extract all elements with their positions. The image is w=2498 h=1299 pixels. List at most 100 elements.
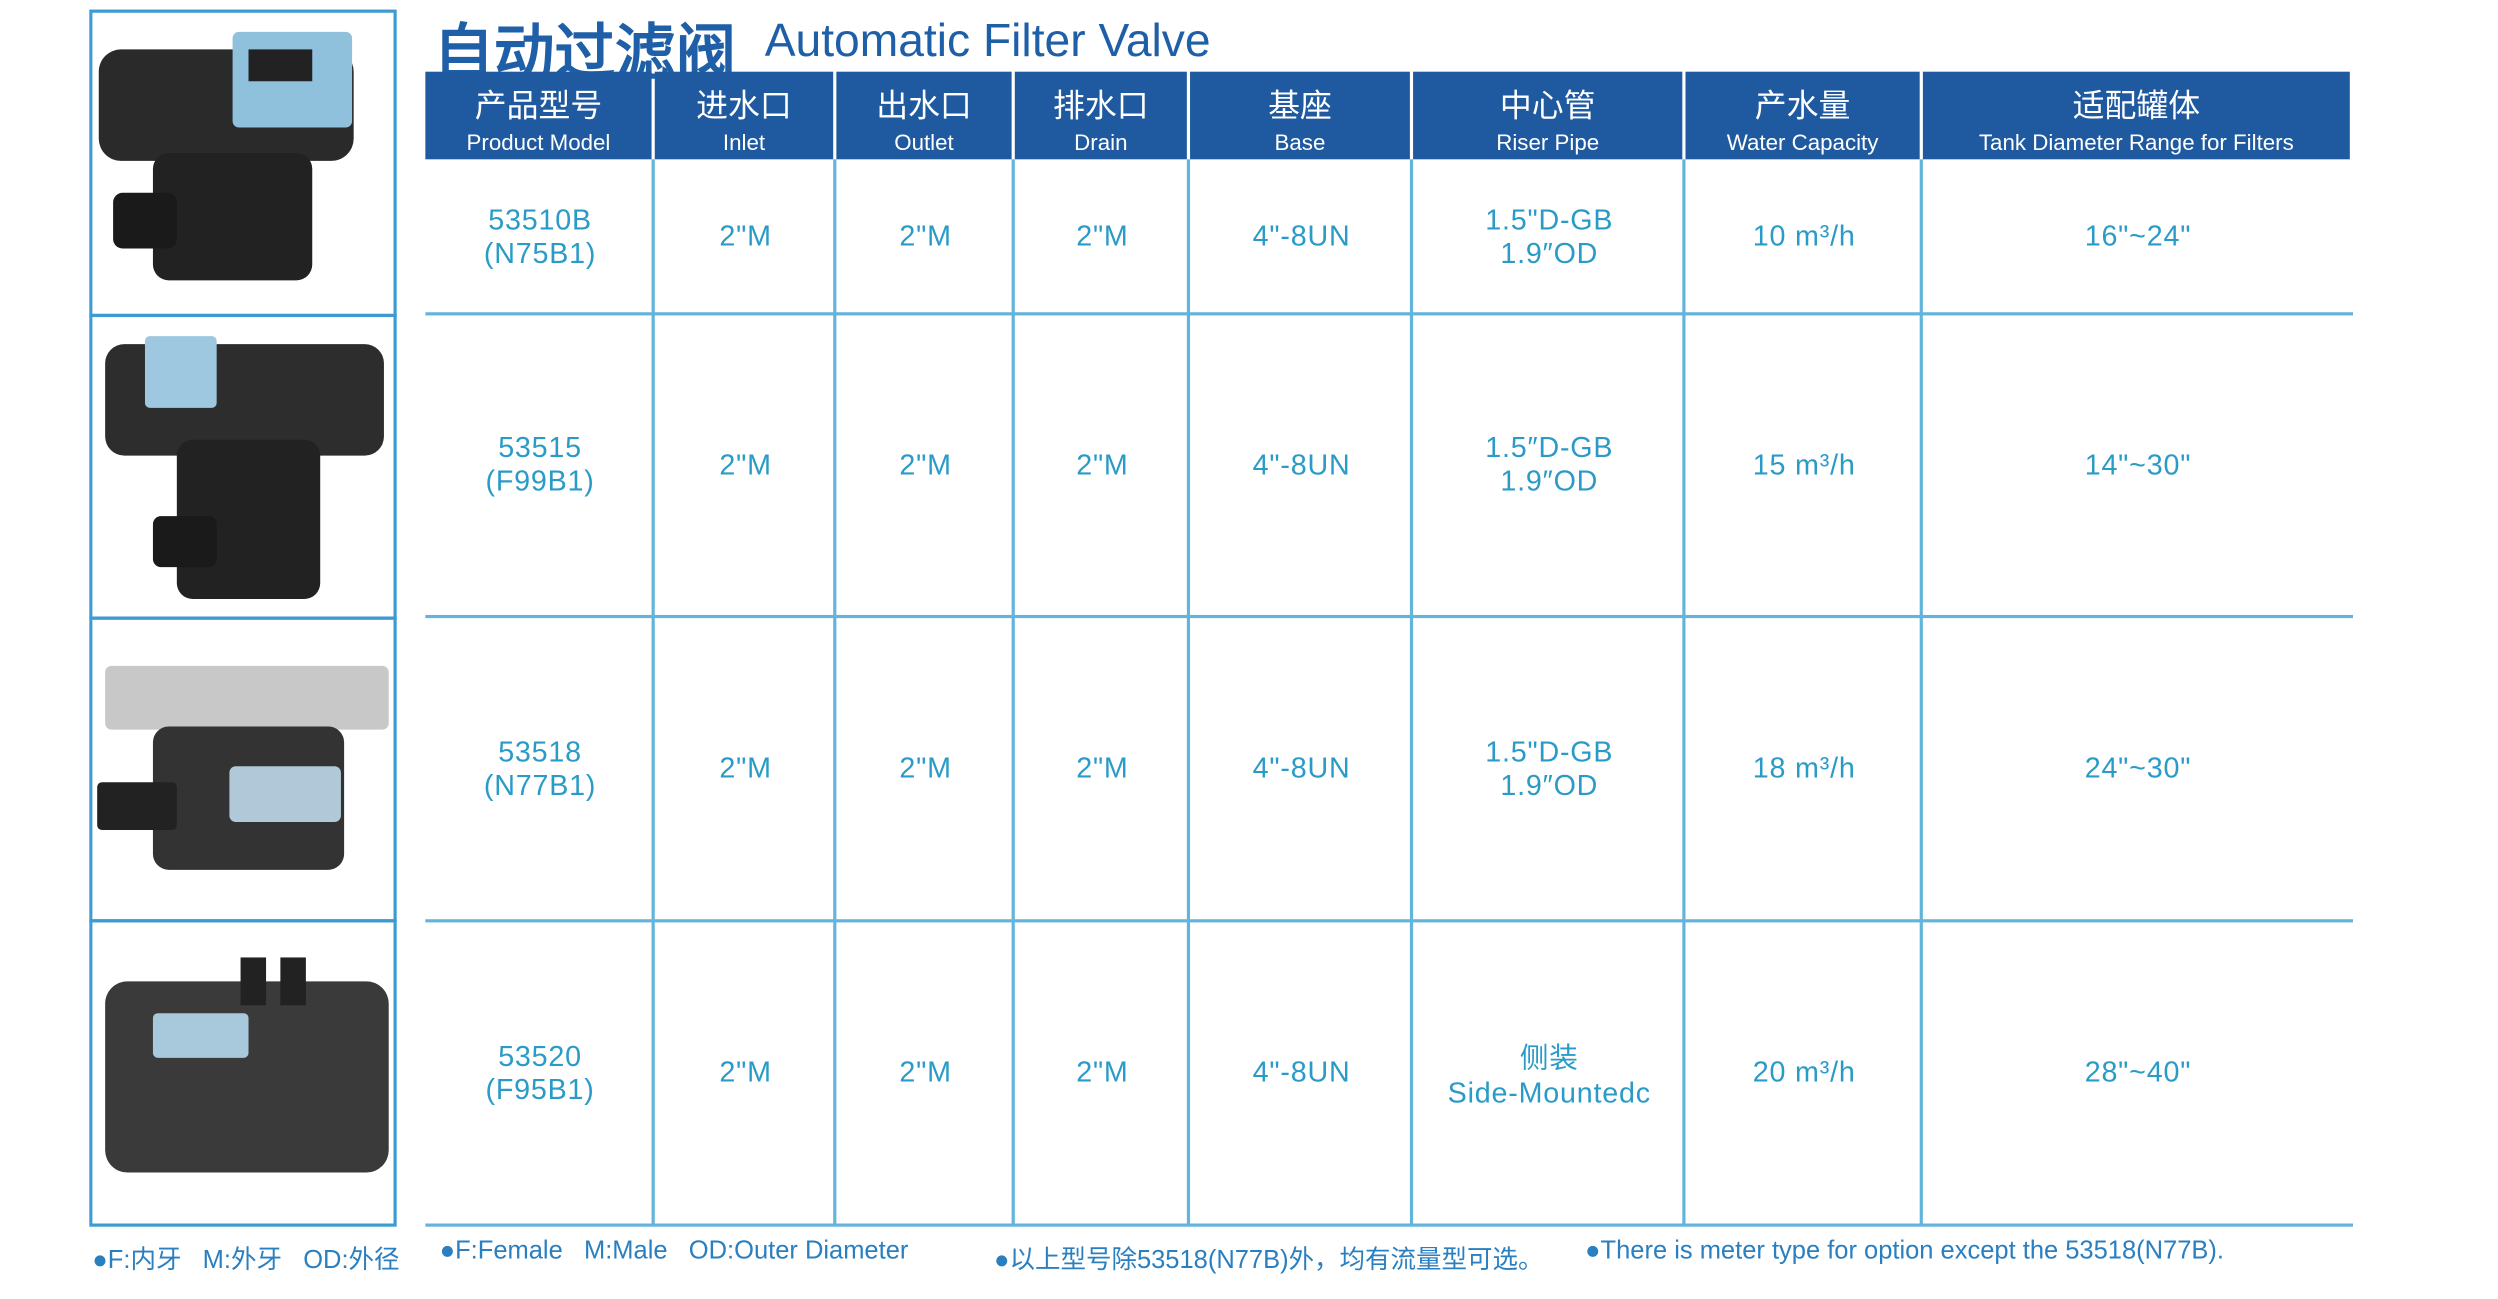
header-en: Product Model [466,129,611,155]
table-cell: 1.5″D-GB 1.9″OD [1413,314,1685,617]
header-en: Tank Diameter Range for Filters [1978,129,2294,155]
column-divider [1682,159,1686,1226]
table-cell: 侧装 Side-Mountedc [1413,921,1685,1225]
table-cell: 2"M [1015,617,1190,921]
cell-line: 2"M [899,448,952,481]
cell-line: 2"M [899,219,952,252]
header-cell: 适配罐体 Tank Diameter Range for Filters [1922,71,2350,160]
cell-line: 2"M [1076,1056,1129,1089]
cell-line: 20 m³/h [1752,1056,1856,1089]
table-cell: 2"M [655,159,837,314]
table-cell: 4"-8UN [1190,617,1413,921]
cell-line: 1.9″OD [1500,465,1599,498]
cell-line: 53510B [488,203,592,235]
column-divider [1919,159,1923,1226]
cell-line: 2"M [1076,448,1129,481]
header-zh: 适配罐体 [2072,89,2201,125]
cell-line: 4"-8UN [1252,1056,1351,1089]
cell-line: 2"M [899,1056,952,1089]
column-divider [1011,159,1015,1226]
row-divider [425,312,2354,316]
header-cell: 产品型号 Product Model [425,71,652,160]
cell-line: 2"M [719,751,772,784]
cell-line: 1.5"D-GB [1485,735,1614,768]
cell-line: 2"M [1076,219,1129,252]
cell-line: 53515 [498,431,582,464]
row-divider [425,1223,2354,1227]
cell-line: 4"-8UN [1252,751,1351,784]
cell-line: 2"M [719,219,772,252]
cell-line: 16"~24" [2084,219,2192,252]
product-photos [89,9,397,1227]
header-zh: 进水口 [696,89,792,125]
table-cell: 53518 (N77B1) [425,617,654,921]
header-cell: 排水口 Drain [1014,71,1187,160]
cell-line: 1.9″OD [1500,768,1599,801]
table-cell: 16"~24" [1923,159,2353,314]
table-cell: 1.5"D-GB 1.9″OD [1413,617,1685,921]
table-cell: 53510B (N75B1) [425,159,654,314]
header-en: Drain [1074,129,1128,155]
column-divider [833,159,837,1226]
table-cell: 2"M [1015,921,1190,1225]
table-cell: 14"~30" [1923,314,2353,617]
table-cell: 20 m³/h [1685,921,1922,1225]
cell-line: 1.9″OD [1500,236,1599,269]
table-cell: 2"M [655,314,837,617]
header-zh: 排水口 [1053,89,1149,125]
footnote: F:Female M:Male OD:Outer Diameter [440,1238,908,1267]
cell-line: 2"M [719,448,772,481]
header-zh: 中心管 [1499,89,1596,125]
cell-line: 15 m³/h [1752,448,1856,481]
header-cell: 进水口 Inlet [654,71,834,160]
title-en: Automatic Filter Valve [764,15,1211,67]
cell-line: 18 m³/h [1752,751,1856,784]
cell-line: 侧装 [1519,1041,1579,1074]
table-cell: 2"M [836,921,1014,1225]
cell-line: 14"~30" [2084,448,2192,481]
table-cell: 1.5"D-GB 1.9″OD [1413,159,1685,314]
cell-line: 4"-8UN [1252,448,1351,481]
table-cell: 4"-8UN [1190,159,1413,314]
table-cell: 15 m³/h [1685,314,1922,617]
table-cell: 10 m³/h [1685,159,1922,314]
header-en: Riser Pipe [1496,129,1600,155]
cell-line: (F95B1) [485,1072,595,1105]
cell-line: 53520 [498,1039,582,1072]
cell-line: 2"M [1076,751,1129,784]
table-cell: 4"-8UN [1190,314,1413,617]
header-cell: 产水量 Water Capacity [1685,71,1920,160]
table-cell: 2"M [836,314,1014,617]
row-divider [425,919,2354,923]
cell-line: (N75B1) [483,236,597,269]
table-cell: 2"M [655,617,837,921]
cell-line: 53518 [498,735,582,768]
table-cell: 2"M [1015,314,1190,617]
table-cell: 2"M [655,921,837,1225]
column-divider [651,159,655,1226]
header-en: Water Capacity [1726,129,1879,155]
cell-line: 1.5″D-GB [1485,431,1614,464]
table-cell: 2"M [836,159,1014,314]
header-cell: 出水口 Outlet [836,71,1012,160]
table-cell: 2"M [1015,159,1190,314]
cell-line: 1.5"D-GB [1485,203,1614,235]
header-en: Base [1274,129,1326,155]
cell-line: 4"-8UN [1252,219,1351,252]
cell-line: Side-Mountedc [1447,1076,1651,1109]
header-cell: 中心管 Riser Pipe [1413,71,1683,160]
cell-line: 24"~30" [2084,751,2192,784]
table-cell: 4"-8UN [1190,921,1413,1225]
column-divider [1409,159,1414,1226]
row-divider [425,614,2354,619]
table-cell: 24"~30" [1923,617,2353,921]
footnote: There is meter type for option except th… [1585,1238,2224,1267]
table-cell: 18 m³/h [1685,617,1922,921]
table-cell: 2"M [836,617,1014,921]
cell-line: 2"M [899,751,952,784]
header-zh: 产品型号 [474,89,603,125]
header-en: Outlet [894,129,954,155]
table-cell: 28"~40" [1923,921,2353,1225]
